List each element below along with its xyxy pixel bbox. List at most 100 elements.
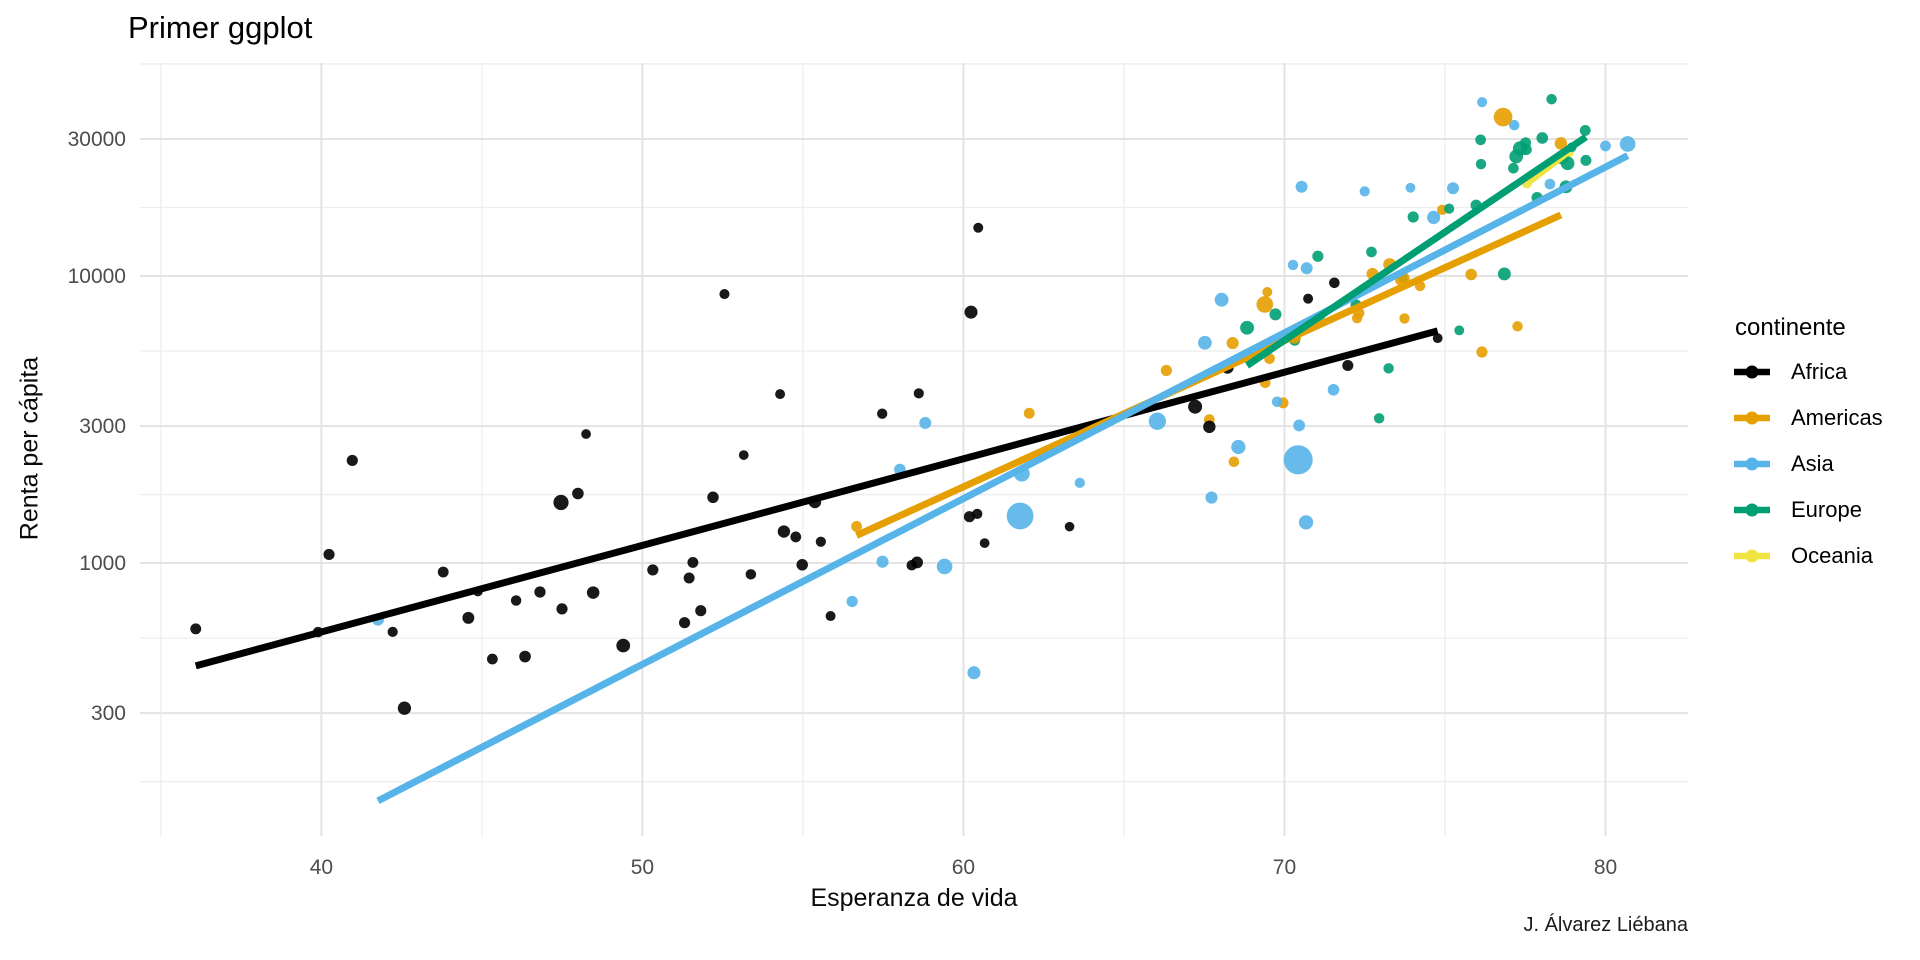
data-point: [572, 487, 584, 500]
legend-key-icon: [1734, 411, 1770, 425]
data-point: [1287, 259, 1299, 271]
data-point: [616, 638, 631, 653]
data-point: [1231, 439, 1246, 455]
legend-key-point: [1745, 549, 1759, 563]
legend-title: continente: [1735, 314, 1846, 341]
y-axis-title: Renta per cápita: [15, 356, 44, 541]
data-point: [1269, 308, 1282, 321]
data-point: [906, 559, 918, 571]
data-point: [1475, 158, 1487, 170]
smooth-line: [194, 327, 1439, 670]
data-point: [1465, 268, 1477, 281]
data-point: [534, 586, 546, 598]
data-point: [963, 511, 976, 523]
data-point: [936, 558, 953, 575]
legend: continente Africa Americas Asia Europe Ocean…: [1733, 314, 1883, 572]
legend-item-asia: Asia: [1733, 448, 1883, 480]
data-point: [1477, 97, 1488, 108]
legend-key-point: [1745, 365, 1759, 379]
data-point: [1475, 134, 1486, 146]
legend-item-europe: Europe: [1733, 494, 1883, 526]
data-point: [1300, 262, 1313, 275]
data-point: [851, 520, 862, 532]
data-point: [1497, 267, 1511, 281]
data-point: [1512, 321, 1523, 332]
data-point: [519, 650, 531, 663]
data-point: [1023, 407, 1035, 419]
legend-label: Americas: [1791, 405, 1883, 430]
data-point: [387, 626, 398, 637]
y-tick-label: 3000: [79, 415, 126, 438]
data-point: [1509, 119, 1520, 131]
x-tick-label: 70: [1273, 856, 1296, 879]
data-point: [815, 536, 826, 547]
data-point: [397, 701, 412, 715]
data-point: [745, 569, 757, 580]
data-point: [1064, 521, 1075, 532]
data-point: [1560, 156, 1575, 171]
data-point: [1262, 286, 1273, 298]
data-point: [1432, 333, 1443, 344]
data-point: [919, 416, 932, 429]
data-point: [1546, 93, 1557, 105]
data-point: [1600, 140, 1611, 152]
data-point: [1509, 149, 1524, 164]
data-point: [719, 289, 730, 300]
data-point: [1427, 210, 1441, 225]
data-point: [1240, 320, 1254, 335]
data-point: [553, 494, 569, 511]
data-point: [1293, 419, 1306, 432]
data-point: [695, 605, 707, 617]
data-point: [678, 617, 691, 629]
data-point: [1366, 246, 1377, 258]
data-point: [1256, 296, 1274, 313]
data-point: [1544, 178, 1556, 190]
data-point: [1271, 396, 1283, 408]
data-point: [738, 450, 749, 460]
data-point: [775, 389, 786, 400]
data-point: [796, 559, 808, 571]
data-point: [1407, 211, 1419, 223]
data-point: [1447, 182, 1460, 195]
data-point: [1283, 445, 1313, 475]
data-point: [586, 586, 600, 599]
smooth-line: [1245, 134, 1588, 369]
data-point: [323, 548, 335, 561]
data-point: [1205, 491, 1218, 504]
data-point: [1303, 293, 1314, 304]
data-point: [876, 555, 889, 568]
data-point: [647, 564, 659, 576]
data-point: [687, 556, 699, 568]
data-point: [1359, 186, 1370, 197]
x-tick-label: 60: [952, 856, 975, 879]
y-tick-label: 30000: [68, 128, 126, 151]
data-point: [1383, 363, 1394, 374]
data-point: [973, 222, 984, 233]
data-point: [1399, 313, 1410, 324]
legend-item-africa: Africa: [1733, 356, 1883, 388]
data-point: [1405, 182, 1416, 193]
data-point: [462, 611, 475, 624]
legend-key-icon: [1734, 549, 1770, 563]
data-point: [979, 538, 990, 548]
data-point: [1312, 250, 1324, 262]
data-point: [1554, 137, 1568, 150]
data-point: [1536, 132, 1549, 144]
data-point: [1148, 412, 1167, 430]
y-tick-label: 1000: [79, 552, 126, 575]
data-point: [1580, 154, 1592, 166]
legend-label: Asia: [1791, 451, 1834, 476]
data-point: [1373, 413, 1385, 424]
x-axis-title: Esperanza de vida: [810, 884, 1018, 912]
legend-label: Africa: [1791, 359, 1848, 384]
data-point: [777, 525, 791, 538]
data-point: [346, 454, 358, 467]
data-point: [581, 429, 591, 439]
data-point: [1074, 477, 1085, 489]
legend-key-point: [1745, 457, 1759, 471]
legend-key-point: [1745, 411, 1759, 425]
data-point: [437, 566, 449, 578]
data-point: [1198, 335, 1212, 350]
data-point: [1214, 292, 1229, 307]
